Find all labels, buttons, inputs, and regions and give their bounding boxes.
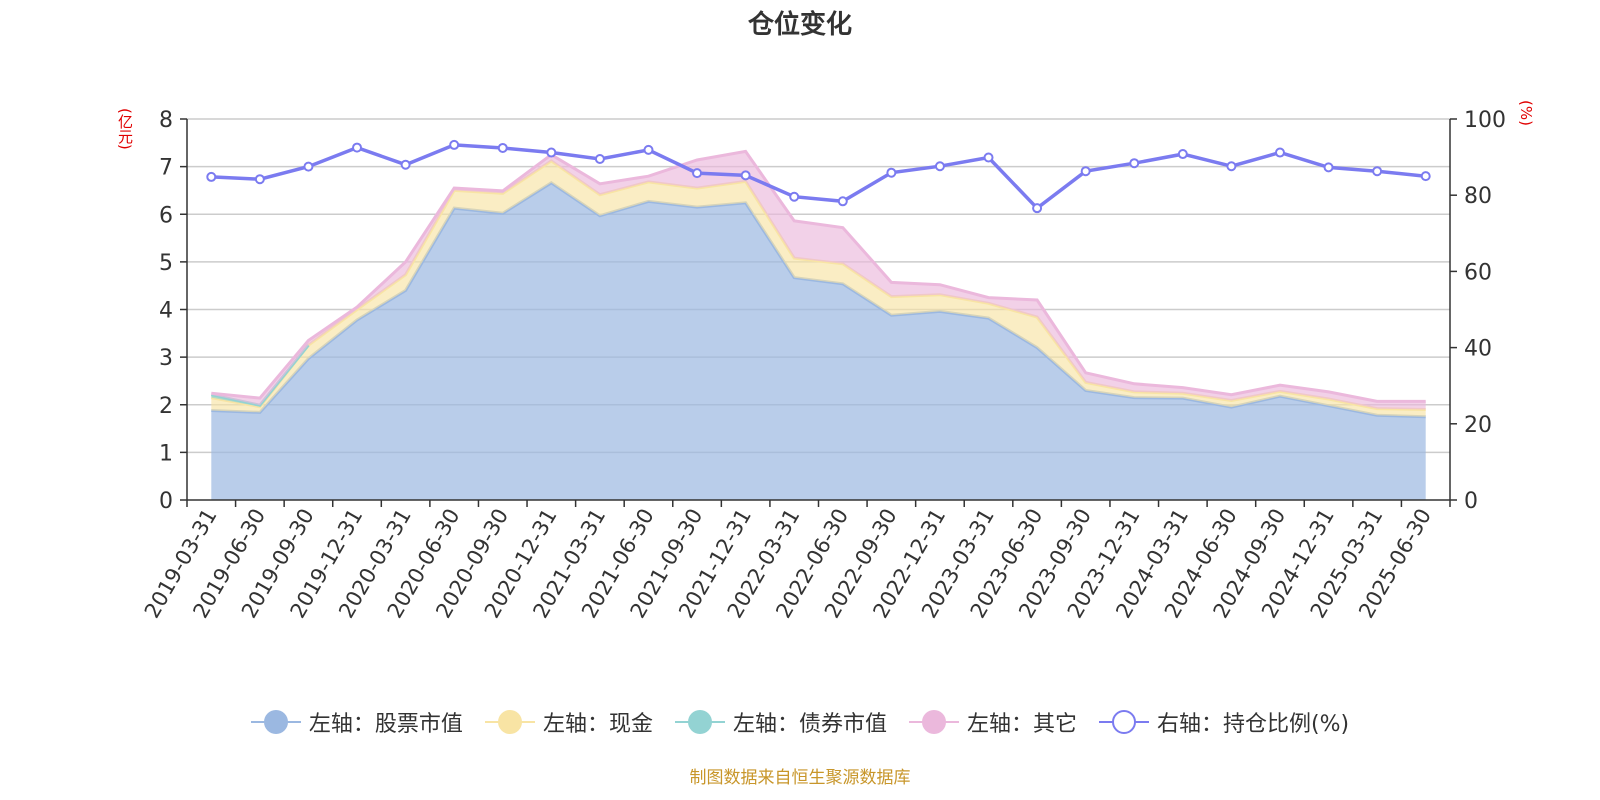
position-ratio-point [934, 161, 945, 172]
chart-title: 仓位变化 [747, 10, 852, 40]
legend-swatch-position-ratio [1098, 709, 1149, 735]
position-ratio-point [886, 167, 897, 178]
right-axis-tick-label: 0 [1464, 489, 1478, 514]
position-ratio-point [254, 174, 265, 185]
left-axis-tick-label: 5 [159, 251, 173, 276]
left-axis-tick-label: 0 [159, 489, 173, 514]
position-ratio-point [740, 170, 751, 181]
position-ratio-point [594, 154, 605, 165]
legend-swatch-other [908, 709, 959, 735]
legend-dot-cash [497, 710, 522, 734]
legend-item-cash[interactable]: 左轴：现金 [484, 706, 653, 738]
left-axis-tick-label: 2 [159, 394, 173, 419]
right-axis-tick-label: 20 [1464, 413, 1492, 438]
legend-dot-other [921, 710, 946, 734]
position-ratio-point [400, 159, 411, 170]
position-ratio-point [1372, 166, 1383, 177]
left-axis-tick-label: 4 [159, 299, 173, 324]
position-ratio-point [352, 142, 363, 153]
legend-label-other: 左轴：其它 [966, 712, 1077, 737]
position-ratio-point [1226, 161, 1237, 172]
position-ratio-point [837, 196, 848, 207]
chart-legend: 左轴：股票市值 左轴：现金 左轴：债券市值 左轴：其它 右轴：持仓比例(%) [0, 706, 1600, 738]
right-axis-tick-label: 40 [1464, 337, 1492, 362]
right-axis-tick-label: 60 [1464, 260, 1492, 285]
legend-item-position-ratio[interactable]: 右轴：持仓比例(%) [1098, 706, 1350, 738]
position-ratio-point [1177, 149, 1188, 160]
position-ratio-point [497, 142, 508, 153]
position-ratio-line [211, 143, 1426, 211]
left-axis-unit: (亿元) [116, 108, 134, 150]
position-ratio-point [789, 191, 800, 202]
position-ratio-point [546, 147, 557, 158]
position-ratio-point [206, 171, 217, 182]
area-0 [211, 182, 1426, 501]
legend-swatch-bond [674, 709, 725, 735]
legend-label-position-ratio: 右轴：持仓比例(%) [1156, 712, 1350, 737]
position-ratio-point [1032, 203, 1043, 214]
legend-item-bond[interactable]: 左轴：债券市值 [674, 706, 887, 738]
right-axis-unit: (%) [1517, 100, 1535, 126]
position-ratio-point [1323, 162, 1334, 173]
position-ratio-point [1274, 147, 1285, 158]
position-ratio-point [1129, 158, 1140, 169]
left-axis-tick-label: 7 [159, 156, 173, 181]
legend-dot-stock [263, 710, 288, 734]
left-axis-tick-label: 6 [159, 203, 173, 228]
area-edge-3 [211, 149, 1426, 403]
position-ratio-point [303, 161, 314, 172]
position-ratio-point [1080, 166, 1091, 177]
left-axis-tick-label: 1 [159, 441, 173, 466]
legend-label-stock: 左轴：股票市值 [308, 712, 463, 737]
left-axis-tick-label: 3 [159, 346, 173, 371]
legend-swatch-cash [484, 709, 535, 735]
legend-dot-bond [687, 710, 712, 734]
right-axis-tick-label: 80 [1464, 184, 1492, 209]
position-ratio-point [643, 144, 654, 155]
right-axis-tick-label: 100 [1464, 108, 1506, 133]
position-change-chart: 0123456780204060801002019-03-312019-06-3… [140, 108, 1506, 622]
legend-label-bond: 左轴：债券市值 [732, 712, 887, 737]
legend-dot-position-ratio [1111, 710, 1136, 734]
legend-item-other[interactable]: 左轴：其它 [908, 706, 1077, 738]
legend-swatch-stock [250, 709, 301, 735]
position-ratio-point [983, 152, 994, 163]
position-ratio-point [692, 168, 703, 179]
position-ratio-point [449, 139, 460, 150]
position-ratio-point [1420, 171, 1431, 182]
left-axis-tick-label: 8 [159, 108, 173, 133]
legend-item-stock[interactable]: 左轴：股票市值 [250, 706, 463, 738]
legend-label-cash: 左轴：现金 [542, 712, 653, 737]
data-source-note: 制图数据来自恒生聚源数据库 [689, 768, 911, 788]
